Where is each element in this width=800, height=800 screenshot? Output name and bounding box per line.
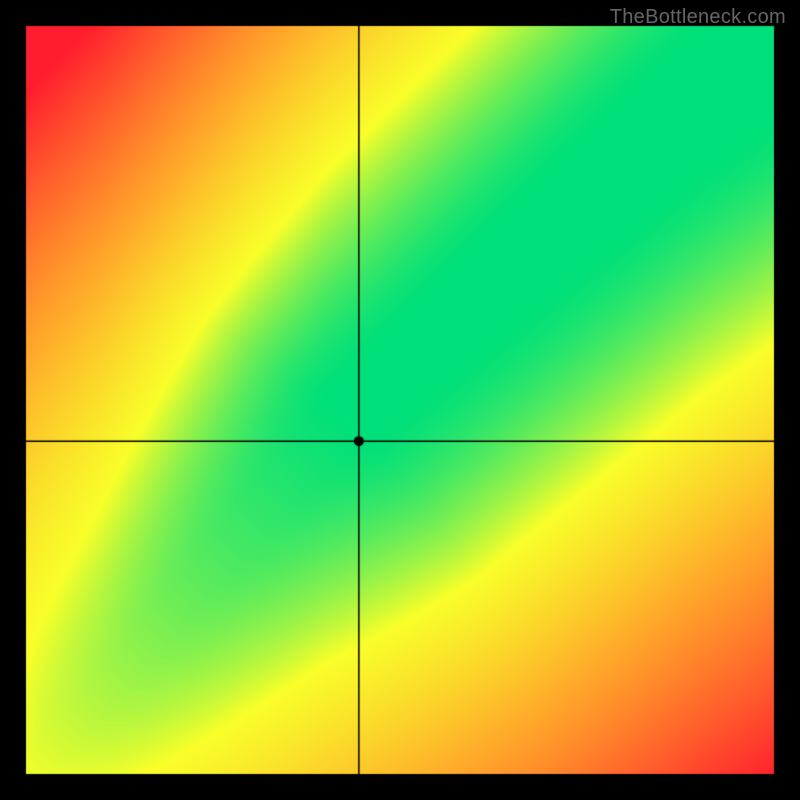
chart-container: TheBottleneck.com [0, 0, 800, 800]
watermark-text: TheBottleneck.com [610, 6, 786, 29]
bottleneck-heatmap [0, 0, 800, 800]
